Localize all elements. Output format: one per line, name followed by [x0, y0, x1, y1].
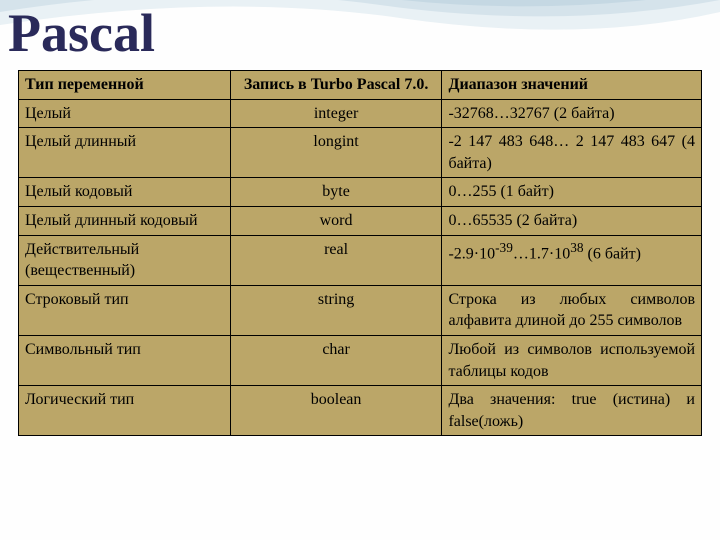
table-row: Символьный типcharЛюбой из символов испо… [19, 335, 702, 385]
types-table: Тип переменной Запись в Turbo Pascal 7.0… [18, 70, 702, 436]
cell-range: -2 147 483 648… 2 147 483 647 (4 байта) [442, 128, 702, 178]
cell-range: -2.9·10-39…1.7·1038 (6 байт) [442, 235, 702, 285]
table-row: Логический типbooleanДва значения: true … [19, 386, 702, 436]
cell-notation: longint [230, 128, 442, 178]
cell-notation: integer [230, 99, 442, 128]
cell-type: Целый длинный кодовый [19, 206, 231, 235]
cell-type: Логический тип [19, 386, 231, 436]
header-type: Тип переменной [19, 71, 231, 100]
table-header-row: Тип переменной Запись в Turbo Pascal 7.0… [19, 71, 702, 100]
cell-type: Действительный (вещественный) [19, 235, 231, 285]
cell-notation: real [230, 235, 442, 285]
cell-type: Целый кодовый [19, 178, 231, 207]
table-row: Целый длинный кодовыйword0…65535 (2 байт… [19, 206, 702, 235]
table-row: Целый длинныйlongint-2 147 483 648… 2 14… [19, 128, 702, 178]
cell-type: Строковый тип [19, 285, 231, 335]
cell-type: Символьный тип [19, 335, 231, 385]
table-row: Целыйinteger-32768…32767 (2 байта) [19, 99, 702, 128]
cell-range: 0…65535 (2 байта) [442, 206, 702, 235]
table-row: Целый кодовыйbyte0…255 (1 байт) [19, 178, 702, 207]
page-title: Pascal [0, 0, 720, 60]
cell-range: 0…255 (1 байт) [442, 178, 702, 207]
cell-type: Целый длинный [19, 128, 231, 178]
header-notation: Запись в Turbo Pascal 7.0. [230, 71, 442, 100]
cell-range: -32768…32767 (2 байта) [442, 99, 702, 128]
cell-range: Любой из символов используемой таблицы к… [442, 335, 702, 385]
cell-range: Два значения: true (истина) и false(ложь… [442, 386, 702, 436]
cell-notation: word [230, 206, 442, 235]
header-range: Диапазон значений [442, 71, 702, 100]
table-row: Строковый типstringСтрока из любых симво… [19, 285, 702, 335]
table-body: Целыйinteger-32768…32767 (2 байта)Целый … [19, 99, 702, 436]
types-table-container: Тип переменной Запись в Turbo Pascal 7.0… [0, 60, 720, 436]
cell-notation: char [230, 335, 442, 385]
cell-notation: byte [230, 178, 442, 207]
cell-notation: boolean [230, 386, 442, 436]
cell-range: Строка из любых символов алфавита длиной… [442, 285, 702, 335]
cell-type: Целый [19, 99, 231, 128]
cell-notation: string [230, 285, 442, 335]
table-row: Действительный (вещественный)real-2.9·10… [19, 235, 702, 285]
